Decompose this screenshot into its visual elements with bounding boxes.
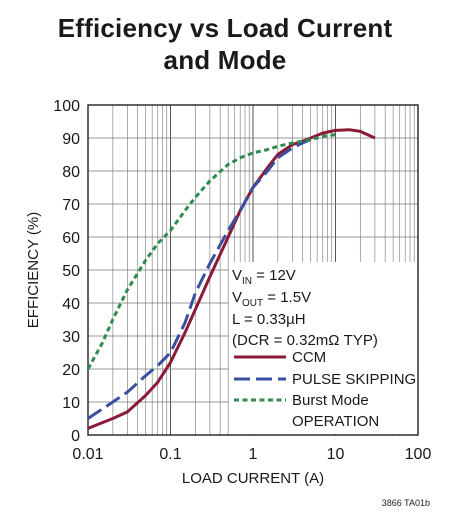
legend-background <box>229 262 417 434</box>
x-axis-label: LOAD CURRENT (A) <box>182 470 324 487</box>
x-tick-label: 0.01 <box>72 446 103 463</box>
x-tick-label: 1 <box>249 446 258 463</box>
y-tick-label: 30 <box>62 329 80 346</box>
condition-text: (DCR = 0.32mΩ TYP) <box>232 332 378 349</box>
chart-title: Efficiency vs Load Current and Mode <box>0 12 450 76</box>
y-tick-label: 20 <box>62 362 80 379</box>
condition-text: VIN = 12V <box>232 267 296 287</box>
y-tick-label: 60 <box>62 230 80 247</box>
y-tick-label: 40 <box>62 296 80 313</box>
chart-title-line-1: Efficiency vs Load Current <box>57 13 393 43</box>
condition-text: L = 0.33µH <box>232 311 306 328</box>
y-tick-label: 10 <box>62 395 80 412</box>
y-tick-label: 70 <box>62 197 80 214</box>
y-tick-label: 90 <box>62 131 80 148</box>
series-line-burst-mode <box>86 133 336 370</box>
legend-label: PULSE SKIPPING <box>292 371 416 388</box>
legend-label: CCM <box>292 349 326 366</box>
chart-title-line-2: and Mode <box>163 45 287 75</box>
legend-label-line-2: OPERATION <box>292 413 379 430</box>
y-tick-label: 100 <box>53 98 80 115</box>
x-tick-label: 100 <box>405 446 432 463</box>
x-tick-label: 10 <box>327 446 345 463</box>
figure-code: 3866 TA01b <box>381 498 430 508</box>
legend-label: Burst Mode <box>292 392 369 409</box>
condition-text: VOUT = 1.5V <box>232 289 311 309</box>
plot-frame <box>87 104 419 436</box>
x-tick-label: 0.1 <box>159 446 181 463</box>
y-tick-label: 80 <box>62 164 80 181</box>
y-tick-label: 0 <box>71 428 80 445</box>
y-axis-label: EFFICIENCY (%) <box>25 212 42 328</box>
series-line-pulse-skipping <box>87 138 312 420</box>
y-tick-label: 50 <box>62 263 80 280</box>
